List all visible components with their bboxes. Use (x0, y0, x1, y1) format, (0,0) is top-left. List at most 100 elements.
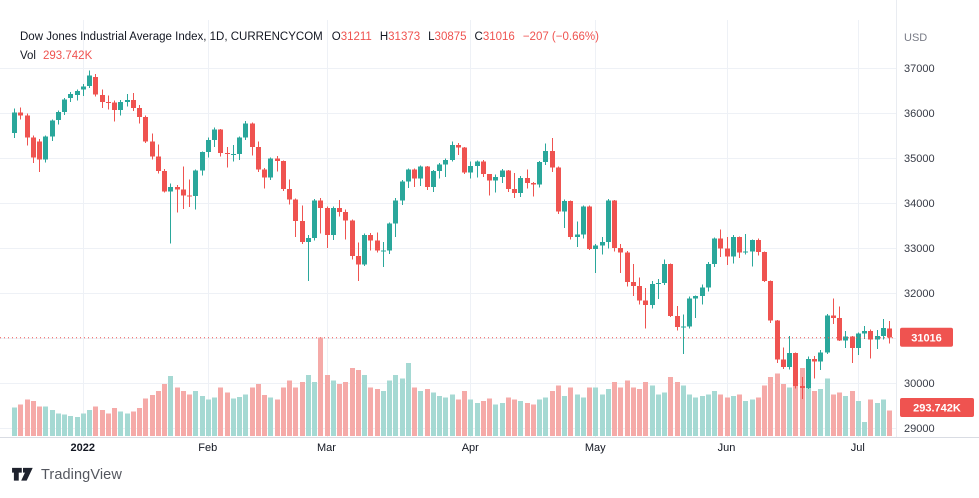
volume-bar (581, 397, 586, 436)
tradingview-logo[interactable]: TradingView (12, 466, 122, 483)
low-key: L (428, 31, 435, 43)
candle (593, 245, 598, 249)
volume-badge: 293.742K (900, 398, 974, 417)
candle (568, 200, 573, 238)
candle (618, 248, 623, 253)
legend-row-symbol: Dow Jones Industrial Average Index, 1D, … (20, 28, 599, 47)
volume-bar (418, 390, 423, 436)
grid-layer (0, 20, 896, 437)
volume-bar (175, 387, 180, 436)
candle (550, 150, 555, 168)
candle (368, 234, 373, 241)
volume-bar (787, 387, 792, 436)
candle (662, 263, 667, 284)
tradingview-logo-icon (12, 467, 33, 481)
candle (375, 240, 380, 251)
candle (175, 186, 180, 190)
candle (468, 166, 473, 173)
volume-bar (750, 399, 755, 436)
candle (25, 115, 30, 138)
candle (637, 285, 642, 301)
volume-bar (231, 398, 236, 436)
candle (581, 206, 586, 235)
candle (68, 94, 73, 99)
candle (656, 283, 661, 285)
candle (287, 189, 292, 200)
volume-bar (368, 387, 373, 436)
chart-pane[interactable]: USD 37000 36000 35000 34000 33000 32000 30000 29… (0, 0, 979, 462)
volume-bar (637, 389, 642, 436)
symbol-title[interactable]: Dow Jones Industrial Average Index, 1D, … (20, 31, 323, 43)
volume-bar (287, 380, 292, 436)
candle (518, 177, 523, 194)
high-value: 31373 (388, 31, 421, 43)
candle (281, 161, 286, 190)
ohlc-close: C31016 (475, 28, 515, 47)
volume-bar (862, 422, 867, 436)
volume-bar (125, 413, 130, 436)
candle (537, 162, 542, 185)
candle (268, 158, 273, 178)
volume-bar (537, 399, 542, 436)
time-axis[interactable]: 2022 Feb Mar Apr May Jun Jul (71, 442, 865, 454)
volume-bar (875, 402, 880, 436)
volume-bar (381, 390, 386, 436)
volume-bar (493, 404, 498, 436)
volume-bar (437, 396, 442, 436)
candle (293, 199, 298, 221)
volume-bar (781, 383, 786, 436)
volume-bar (300, 382, 305, 436)
candle (806, 359, 811, 388)
volume-bar (762, 385, 767, 436)
volume-bar (550, 390, 555, 436)
volume-bar (100, 409, 105, 436)
volume-bar (387, 380, 392, 436)
volume-bar (375, 389, 380, 436)
volume-bar (293, 387, 298, 436)
volume-layer (12, 337, 892, 436)
candle (356, 256, 361, 265)
volume-bar (250, 387, 255, 436)
legend: Dow Jones Industrial Average Index, 1D, … (20, 28, 599, 66)
candle (87, 75, 92, 86)
candle (418, 166, 423, 179)
svg-text:293.742K: 293.742K (913, 403, 961, 415)
tradingview-logo-text: TradingView (41, 466, 122, 483)
close-key: C (474, 31, 483, 43)
time-tick-label: May (585, 442, 606, 454)
volume-bar (775, 373, 780, 436)
volume-bar (718, 394, 723, 436)
volume-bar (712, 390, 717, 436)
volume-bar (881, 399, 886, 436)
legend-row-volume: Vol 293.742K (20, 47, 599, 66)
price-tick-label: 29000 (904, 423, 935, 435)
volume-bar (700, 396, 705, 436)
volume-bar (362, 375, 367, 436)
candle (187, 195, 192, 197)
open-value: 31211 (340, 31, 372, 43)
candle (606, 200, 611, 243)
volume-bar (818, 389, 823, 436)
candle (118, 101, 123, 110)
candle (587, 206, 592, 249)
candle (837, 318, 842, 341)
time-tick-label: Jun (718, 442, 736, 454)
volume-bar (25, 399, 30, 436)
volume-bar (106, 413, 111, 436)
volume-bar (12, 407, 17, 436)
volume-bar (687, 394, 692, 436)
candle (768, 280, 773, 321)
candle (100, 95, 105, 103)
price-axis[interactable]: USD 37000 36000 35000 34000 33000 32000 30000 29… (904, 32, 935, 435)
volume-bar (737, 394, 742, 436)
candle (818, 352, 823, 362)
candle (462, 147, 467, 173)
volume-bar (112, 408, 117, 436)
candle (50, 120, 55, 137)
volume-bar (625, 380, 630, 436)
time-tick-label: Mar (317, 442, 336, 454)
volume-bar (56, 413, 61, 436)
candle (762, 252, 767, 281)
svg-text:31016: 31016 (911, 332, 942, 344)
